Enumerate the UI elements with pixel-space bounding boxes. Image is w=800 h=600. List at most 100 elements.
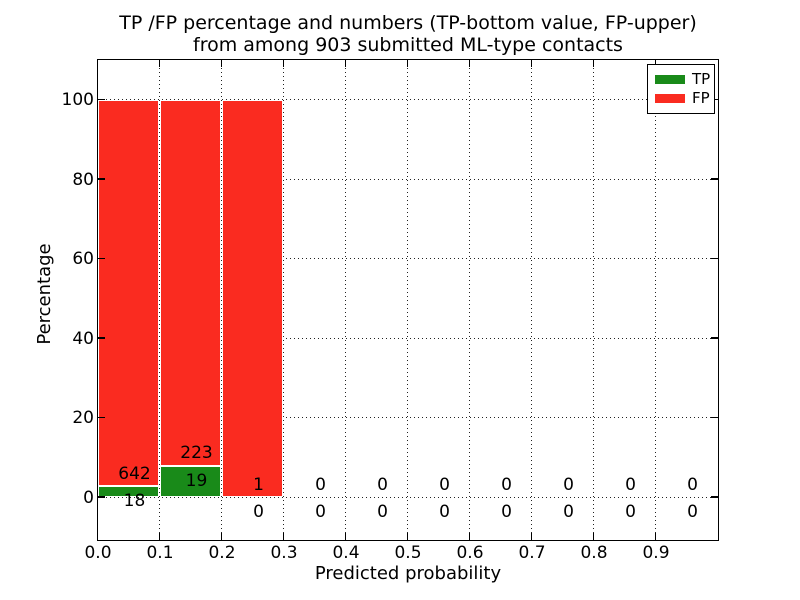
y-tick-label: 20 [72,408,94,428]
gridline-vertical [407,59,408,540]
y-tick-label: 100 [61,90,94,110]
gridline-vertical [221,59,222,540]
bar-segment-fp [222,99,283,497]
gridline-vertical [283,59,284,540]
tp-count-label: 0 [439,502,450,522]
x-tick-label: 0.0 [84,543,112,563]
gridline-horizontal [97,496,718,498]
x-tick-label: 0.9 [642,543,670,563]
x-tick-label: 0.4 [332,543,360,563]
fp-count-label: 0 [315,474,326,495]
x-tickmark-top [158,59,161,67]
gridline-horizontal [97,337,718,339]
x-axis-label: Predicted probability [314,563,502,584]
y-tick-label: 0 [83,487,94,508]
y-tick-label: 40 [72,328,94,349]
x-tickmark-bottom [406,532,409,540]
fp-count-label: 0 [377,474,388,495]
gridline-horizontal [97,417,718,418]
x-tickmark-top [282,59,285,67]
gridline-vertical [531,59,532,540]
y-tickmark-right [710,337,718,339]
tp-count-label: 0 [687,502,698,522]
x-tick-label: 0.3 [270,543,298,563]
gridline-horizontal [97,258,718,259]
y-tickmark-left [97,337,105,339]
fp-count-label: 223 [180,443,213,464]
x-tick-label: 0.7 [518,543,546,563]
bar-segment-tp [160,465,221,497]
x-tick-label: 0.5 [394,543,422,563]
x-tickmark-bottom [654,532,657,540]
bar-segment-tp [98,486,159,497]
x-tick-label: 0.2 [208,543,236,563]
gridline-vertical [655,59,656,540]
tp-count-label: 0 [625,502,636,522]
x-tickmark-bottom [530,532,533,540]
y-tickmark-right [710,496,718,498]
x-tickmark-top [406,59,409,67]
plot-area: 642 18 223 19 1 0 0 0 0 0 0 0 0 0 0 0 0 0 0 0 [96,58,719,541]
tp-legend-label: TP [692,70,711,88]
x-tickmark-top [592,59,595,67]
fp-count-label: 0 [563,474,574,495]
x-tickmark-bottom [344,532,347,540]
x-tick-label: 0.1 [146,543,174,563]
fp-count-label: 0 [501,474,512,495]
x-tickmark-top [530,59,533,67]
y-tickmark-left [97,178,105,180]
x-tick-label: 0.8 [580,543,608,563]
gridline-vertical [159,59,160,540]
y-tickmark-right [710,416,718,419]
fp-count-label: 642 [118,463,151,484]
chart-title: TP /FP percentage and numbers (TP-bottom… [98,12,718,56]
tp-count-label: 0 [253,502,264,522]
x-tickmark-bottom [592,532,595,540]
x-tickmark-bottom [468,532,471,540]
gridline-vertical [593,59,594,540]
fp-count-label: 0 [439,474,450,495]
tp-count-label: 0 [315,502,326,522]
x-tickmark-bottom [220,532,223,540]
gridline-horizontal [97,99,718,100]
legend: TP FP [647,64,715,114]
x-tickmark-bottom [96,532,99,540]
y-tick-label: 60 [72,249,94,269]
tp-count-label: 18 [123,491,146,512]
chart-title-line2: from among 903 submitted ML-type contact… [193,34,623,56]
legend-item-tp: TP [655,70,714,89]
y-tickmark-left [97,98,105,101]
x-tickmark-top [654,59,657,67]
y-tickmark-right [710,257,718,260]
y-tickmark-right [710,178,718,180]
tp-count-label: 0 [563,502,574,522]
gridline-vertical [469,59,470,540]
tp-legend-swatch [655,75,685,84]
gridline-vertical [345,59,346,540]
x-tickmark-top [468,59,471,67]
y-tickmark-left [97,496,105,498]
tp-count-label: 0 [377,502,388,522]
fp-legend-swatch [655,94,685,103]
x-tick-label: 0.6 [456,543,484,563]
bar-segment-fp [98,99,159,487]
fp-legend-label: FP [692,89,710,107]
fp-count-label: 1 [253,474,264,495]
x-tickmark-bottom [158,532,161,540]
y-tickmark-left [97,257,105,260]
fp-count-label: 0 [687,474,698,495]
y-tick-label: 80 [72,169,94,190]
x-tickmark-top [344,59,347,67]
x-tickmark-top [220,59,223,67]
tp-count-label: 19 [185,470,208,491]
x-tickmark-top [96,59,99,67]
x-tickmark-bottom [282,532,285,540]
gridline-horizontal [97,178,718,180]
fp-count-label: 0 [625,474,636,495]
chart-title-line1: TP /FP percentage and numbers (TP-bottom… [119,12,697,34]
tp-count-label: 0 [501,502,512,522]
bar-segment-fp [160,99,221,466]
legend-item-fp: FP [655,89,714,108]
y-tickmark-left [97,416,105,419]
